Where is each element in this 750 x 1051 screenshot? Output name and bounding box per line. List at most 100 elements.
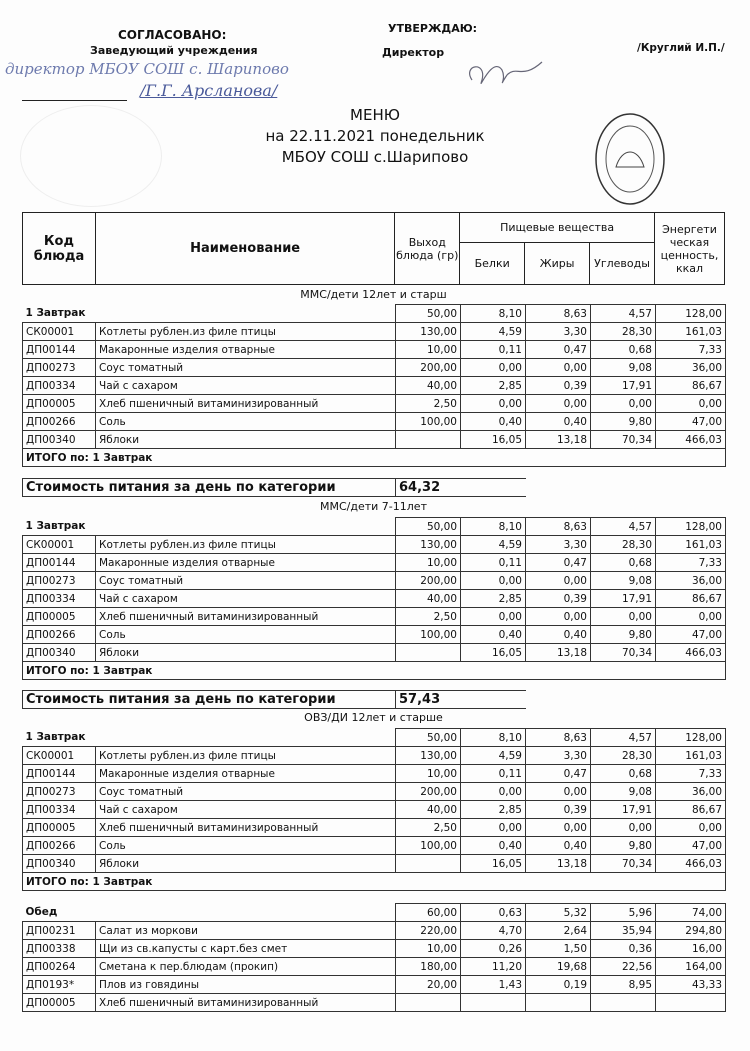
protein: 0,40	[460, 625, 526, 644]
table-row: ДП00340 Яблоки 16,05 13,18 70,34 466,03	[22, 430, 726, 449]
protein: 16,05	[460, 854, 526, 873]
protein: 2,85	[460, 376, 526, 395]
director-signature	[469, 61, 543, 84]
fat: 0,00	[525, 607, 591, 626]
dish-name: Соль	[95, 836, 396, 855]
energy: 466,03	[655, 854, 726, 873]
table-row: ДП00144 Макаронные изделия отварные 10,00 0…	[22, 340, 726, 359]
fat: 5,32	[525, 903, 592, 922]
total-empty	[395, 448, 726, 467]
table-row: ДП00266 Соль 100,00 0,40 0,40 9,80 47,00	[22, 412, 726, 431]
total-empty	[395, 872, 726, 891]
col-protein: Белки	[459, 242, 526, 285]
fat: 0,40	[525, 625, 591, 644]
yield: 200,00	[395, 782, 461, 801]
meal-table: 1 Завтрак 50,00 8,10 8,63 4,57 128,00 СК00001 К…	[22, 728, 726, 891]
carbs: 0,00	[590, 394, 656, 413]
yield: 50,00	[395, 304, 461, 323]
dish-code: ДП00334	[22, 800, 96, 819]
protein: 0,00	[460, 394, 526, 413]
dish-code: ДП00273	[22, 782, 96, 801]
protein: 16,05	[460, 643, 526, 662]
fat: 3,30	[525, 322, 591, 341]
table-row: ДП00334 Чай с сахаром 40,00 2,85 0,39 17,91 86…	[22, 376, 726, 395]
carbs: 17,91	[590, 589, 656, 608]
carbs: 4,57	[590, 728, 656, 747]
fat: 8,63	[525, 517, 591, 536]
energy: 128,00	[655, 728, 726, 747]
table-row: ДП00273 Соус томатный 200,00 0,00 0,00 9,08 36…	[22, 782, 726, 801]
dish-code: ДП00334	[22, 589, 96, 608]
yield: 50,00	[395, 517, 461, 536]
dish-name: Соус томатный	[95, 782, 396, 801]
protein: 4,59	[460, 322, 526, 341]
dish-code: ДП00144	[22, 340, 96, 359]
table-header: Код блюда Наименование Выход блюда (гр) …	[22, 212, 725, 285]
yield: 40,00	[395, 589, 461, 608]
carbs: 17,91	[590, 800, 656, 819]
carbs: 35,94	[590, 921, 657, 940]
col-carbs: Углеводы	[589, 242, 655, 285]
menu-title: МЕНЮ	[350, 106, 400, 124]
fat: 3,30	[525, 746, 591, 765]
dish-name: Яблоки	[95, 854, 396, 873]
protein: 0,63	[460, 903, 527, 922]
dish-code: ДП00340	[22, 854, 96, 873]
yield: 200,00	[395, 358, 461, 377]
table-row: ДП00144 Макаронные изделия отварные 10,00 0…	[22, 553, 726, 572]
carbs: 70,34	[590, 430, 656, 449]
yield: 100,00	[395, 836, 461, 855]
table-row: ДП0193* Плов из говядины 20,00 1,43 0,19 8,95…	[22, 975, 727, 994]
protein: 0,00	[460, 607, 526, 626]
approve-label: УТВЕРЖДАЮ:	[388, 22, 478, 35]
energy: 128,00	[655, 304, 726, 323]
energy: 36,00	[655, 358, 726, 377]
meal-table: 1 Завтрак 50,00 8,10 8,63 4,57 128,00 СК00001 К…	[22, 304, 726, 467]
dish-name: Соус томатный	[95, 571, 396, 590]
dish-name: Чай с сахаром	[95, 800, 396, 819]
table-row: Обед 60,00 0,63 5,32 5,96 74,00	[23, 903, 727, 922]
yield: 220,00	[395, 921, 462, 940]
table-row: ДП00340 Яблоки 16,05 13,18 70,34 466,03	[22, 643, 726, 662]
table-row: 1 Завтрак 50,00 8,10 8,63 4,57 128,00	[23, 304, 726, 323]
dish-name: Сметана к пер.блюдам (прокип)	[94, 957, 397, 976]
fat: 0,47	[525, 340, 591, 359]
energy: 86,67	[655, 800, 726, 819]
dish-code: ДП00005	[22, 394, 96, 413]
dish-name: Соль	[95, 625, 396, 644]
meal-label: 1 Завтрак	[25, 520, 86, 533]
protein: 2,85	[460, 800, 526, 819]
carbs: 9,08	[590, 358, 656, 377]
energy: 0,00	[655, 394, 726, 413]
dish-name: Макаронные изделия отварные	[95, 764, 396, 783]
carbs: 9,80	[590, 625, 656, 644]
section-title: ММС/дети 7-11лет	[320, 500, 427, 513]
energy: 47,00	[655, 836, 726, 855]
table-row: ДП00273 Соус томатный 200,00 0,00 0,00 9,08 36…	[22, 358, 726, 377]
protein	[460, 993, 527, 1012]
carbs: 4,57	[590, 304, 656, 323]
fat: 13,18	[525, 643, 591, 662]
dish-name: Макаронные изделия отварные	[95, 340, 396, 359]
protein: 4,70	[460, 921, 527, 940]
table-row: ДП00231 Салат из моркови 220,00 4,70 2,64 35,…	[22, 921, 727, 940]
fat: 0,00	[525, 571, 591, 590]
table-row: ДП00005 Хлеб пшеничный витаминизированный…	[22, 818, 726, 837]
fat: 1,50	[525, 939, 592, 958]
protein: 0,00	[460, 571, 526, 590]
fat: 0,00	[525, 358, 591, 377]
yield: 130,00	[395, 322, 461, 341]
dish-code: ДП00338	[22, 939, 96, 958]
energy: 16,00	[655, 939, 727, 958]
dish-code: СК00001	[22, 535, 96, 554]
table-row: 1 Завтрак 50,00 8,10 8,63 4,57 128,00	[23, 517, 726, 536]
dish-code: ДП00266	[22, 836, 96, 855]
protein: 0,40	[460, 836, 526, 855]
col-name: Наименование	[94, 212, 396, 285]
yield: 20,00	[395, 975, 462, 994]
carbs: 70,34	[590, 854, 656, 873]
carbs: 22,56	[590, 957, 657, 976]
energy: 0,00	[655, 818, 726, 837]
protein: 8,10	[460, 728, 526, 747]
meal-label: 1 Завтрак	[25, 307, 86, 320]
